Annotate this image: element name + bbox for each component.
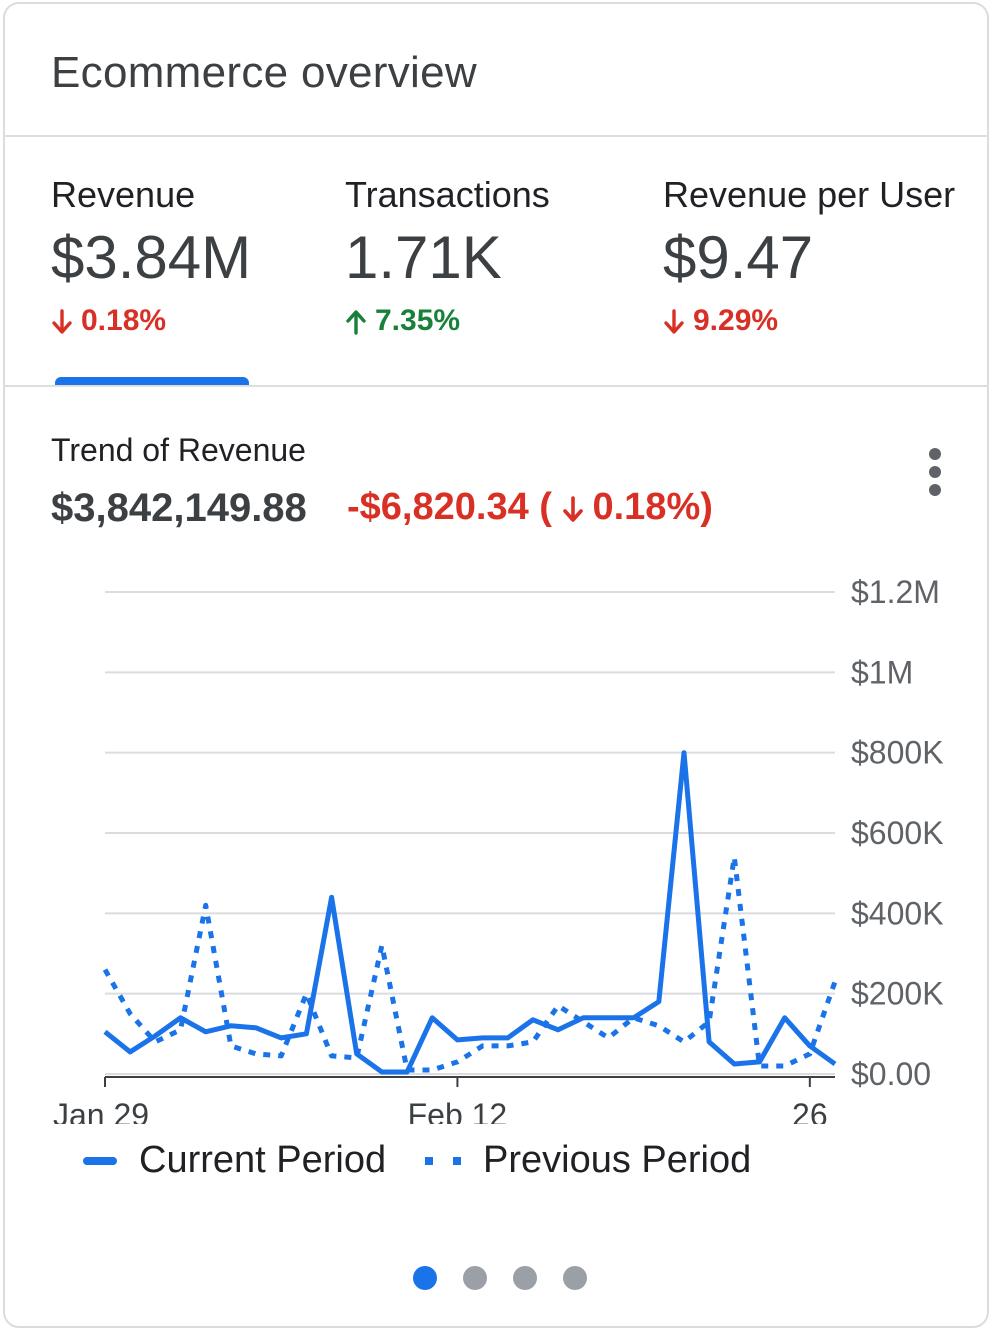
y-tick-label: $200K [851, 976, 944, 1012]
legend-label: Current Period [139, 1139, 387, 1181]
trend-total: $3,842,149.88 [51, 486, 307, 530]
page-dot-4[interactable] [563, 1266, 587, 1290]
page-dot-3[interactable] [513, 1266, 537, 1290]
metric-delta: 9.29% [663, 304, 955, 338]
metric-value: 1.71K [345, 224, 502, 291]
metric-delta: 7.35% [345, 304, 550, 338]
arrow-down-icon [562, 486, 584, 529]
y-tick-label: $1M [851, 654, 913, 690]
selected-tab-indicator [55, 377, 249, 387]
trend-change-amount: -$6,820.34 ( [347, 486, 563, 528]
metric-value: $9.47 [663, 224, 814, 291]
legend-previous-period[interactable]: Previous Period [425, 1139, 751, 1182]
metric-tab-revenue[interactable]: Revenue $3.84M 0.18% [51, 174, 251, 338]
tabs-divider [5, 385, 987, 387]
y-tick-label: $600K [851, 815, 944, 851]
header-divider [5, 135, 987, 137]
revenue-trend-chart: $0.00 $200K $400K $600K $800K $1M $1.2M Jan 29 F… [53, 574, 944, 1124]
metric-tab-revenue-per-user[interactable]: Revenue per User $9.47 9.29% [663, 174, 955, 338]
trend-change-percent: 0.18%) [592, 486, 713, 528]
legend-current-period[interactable]: Current Period [83, 1139, 386, 1182]
more-vert-icon[interactable] [915, 444, 955, 500]
y-tick-label: $0.00 [851, 1056, 931, 1092]
dotted-line-swatch [425, 1156, 461, 1165]
metric-label: Revenue [51, 174, 196, 215]
page-dot-1[interactable] [413, 1266, 437, 1290]
arrow-down-icon [51, 304, 73, 338]
legend-label: Previous Period [483, 1139, 752, 1181]
metric-label: Revenue per User [663, 174, 956, 215]
metric-delta: 0.18% [51, 304, 251, 338]
y-tick-label: $1.2M [851, 574, 940, 610]
metric-tab-transactions[interactable]: Transactions 1.71K 7.35% [345, 174, 550, 338]
previous-period-line [102, 854, 838, 1073]
metric-value: $3.84M [51, 224, 252, 291]
page-indicator [413, 1266, 587, 1290]
arrow-up-icon [345, 304, 367, 338]
trend-change: -$6,820.34 ( 0.18%) [347, 486, 713, 529]
trend-title: Trend of Revenue [51, 432, 306, 468]
ecommerce-overview-card: Ecommerce overview Revenue $3.84M 0.18% … [3, 2, 989, 1328]
card-title: Ecommerce overview [51, 48, 477, 97]
metric-delta-value: 7.35% [375, 304, 461, 337]
metric-label: Transactions [345, 174, 550, 215]
metric-delta-value: 9.29% [693, 304, 779, 337]
x-tick-label: 26 [792, 1097, 828, 1124]
page-dot-2[interactable] [463, 1266, 487, 1290]
x-tick-label: Feb 12 [408, 1097, 508, 1124]
solid-line-swatch [83, 1156, 117, 1165]
metric-delta-value: 0.18% [81, 304, 167, 337]
arrow-down-icon [663, 304, 685, 338]
y-tick-label: $800K [851, 735, 944, 771]
y-tick-label: $400K [851, 895, 944, 931]
x-tick-label: Jan 29 [53, 1097, 149, 1124]
